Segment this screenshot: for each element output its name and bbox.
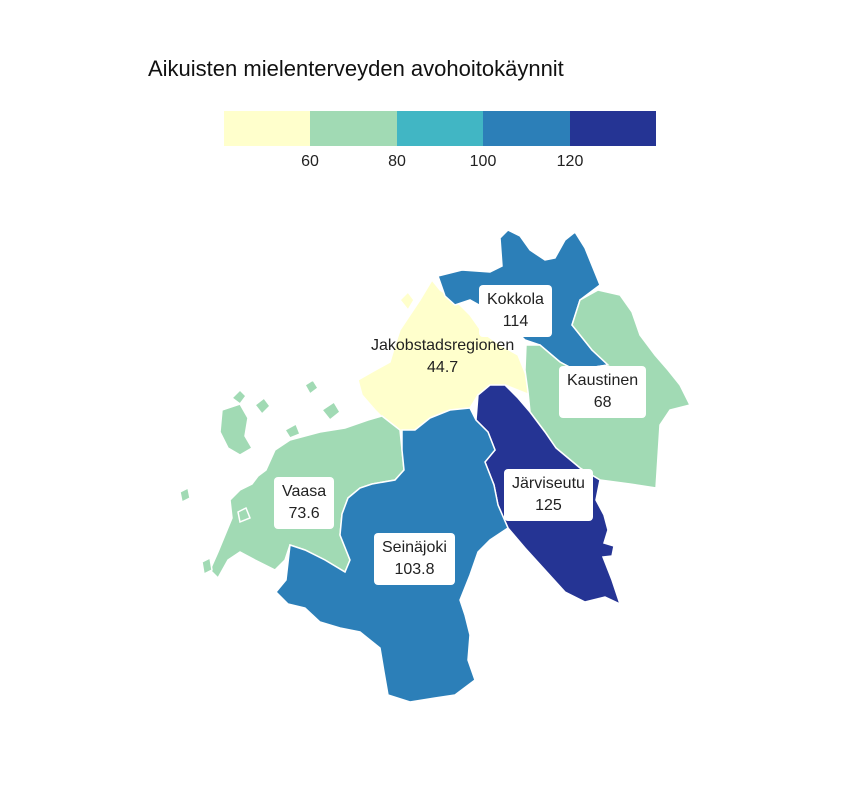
region-vaasa-island[interactable] <box>283 422 301 439</box>
map-title: Aikuisten mielenterveyden avohoitokäynni… <box>148 56 564 81</box>
region-name: Seinäjoki <box>382 539 447 556</box>
region-label-vaasa: Vaasa 73.6 <box>274 477 335 529</box>
region-label-kaustinen: Kaustinen 68 <box>559 366 647 418</box>
color-legend: 60 80 100 120 <box>224 111 656 177</box>
region-name: Kokkola <box>487 291 544 308</box>
legend-bin <box>310 111 397 146</box>
region-name: Järviseutu <box>512 475 585 492</box>
region-vaasa-island[interactable] <box>303 378 320 396</box>
region-vaasa-island[interactable] <box>237 506 251 524</box>
region-value: 103.8 <box>394 561 435 578</box>
region-label-jakobstadsregionen: Jakobstadsregionen 44.7 <box>363 331 522 383</box>
legend-tick-label: 120 <box>556 153 584 170</box>
legend-bin <box>483 111 570 146</box>
region-value: 114 <box>502 313 529 330</box>
region-vaasa-island[interactable] <box>219 403 254 456</box>
region-name: Jakobstadsregionen <box>371 337 515 354</box>
legend-tick-label: 80 <box>388 153 406 170</box>
legend-bin <box>396 111 484 146</box>
region-label-jarviseutu: Järviseutu 125 <box>504 469 593 521</box>
region-label-seinajoki: Seinäjoki 103.8 <box>374 533 455 585</box>
region-value: 44.7 <box>427 359 459 376</box>
region-name: Kaustinen <box>567 372 639 389</box>
legend-ticks: 60 80 100 120 <box>224 153 656 177</box>
region-label-kokkola: Kokkola 114 <box>479 285 552 337</box>
region-vaasa-island[interactable] <box>179 486 191 504</box>
region-vaasa-island[interactable] <box>253 396 271 416</box>
region-value: 125 <box>535 497 562 514</box>
region-vaasa-island[interactable] <box>320 400 341 422</box>
region-vaasa-island[interactable] <box>201 556 213 576</box>
region-vaasa-island[interactable] <box>230 388 247 406</box>
region-value: 73.6 <box>288 505 320 522</box>
legend-tick-label: 100 <box>469 153 497 170</box>
legend-bin <box>224 111 311 146</box>
region-value: 68 <box>593 394 612 411</box>
legend-bin <box>569 111 656 146</box>
legend-tick-label: 60 <box>301 153 319 170</box>
region-jakobstadsregionen-island[interactable] <box>398 290 415 312</box>
region-name: Vaasa <box>282 483 327 500</box>
legend-color-bar <box>224 111 656 146</box>
